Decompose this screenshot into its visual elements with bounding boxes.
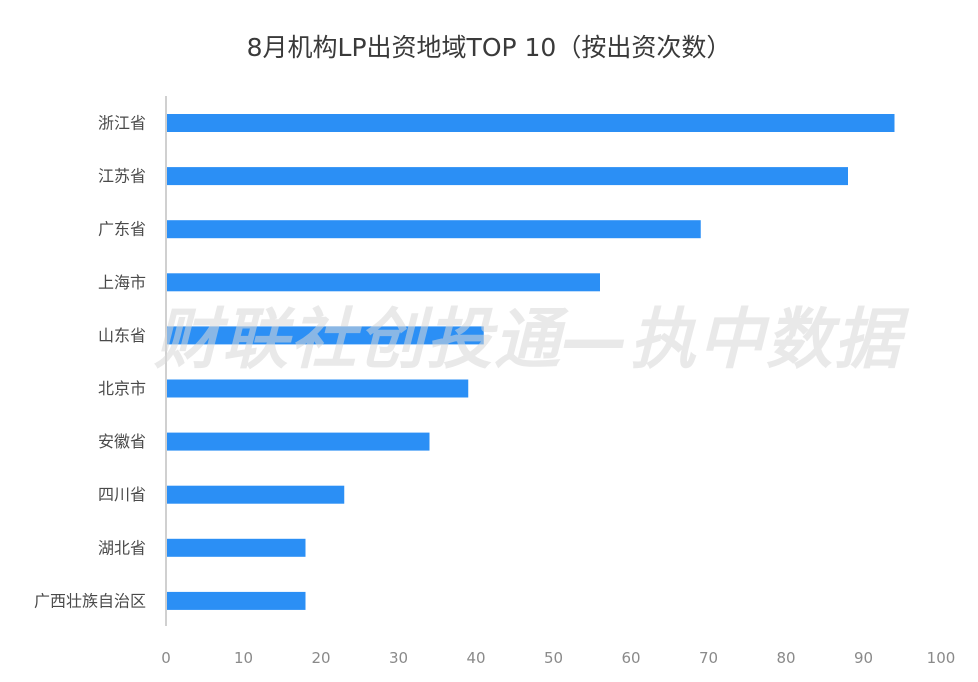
category-label-6: 安徽省 [98, 432, 146, 451]
category-label-0: 浙江省 [98, 114, 146, 133]
x-tick-label-10: 100 [927, 649, 956, 667]
category-label-4: 山东省 [98, 326, 146, 345]
bar-3 [166, 273, 600, 292]
x-tick-label-6: 60 [621, 649, 640, 667]
x-tick-label-8: 80 [776, 649, 795, 667]
x-tick-label-7: 70 [699, 649, 718, 667]
bar-1 [166, 167, 848, 186]
x-tick-labels: 0 10 20 30 40 50 60 70 80 90 100 [161, 649, 955, 667]
x-tick-label-1: 10 [234, 649, 253, 667]
bar-5 [166, 379, 469, 398]
x-tick-label-9: 90 [854, 649, 873, 667]
bars-layer [166, 114, 895, 610]
bar-2 [166, 220, 701, 239]
x-tick-label-4: 40 [466, 649, 485, 667]
x-tick-label-3: 30 [389, 649, 408, 667]
category-label-3: 上海市 [98, 273, 146, 292]
x-tick-label-0: 0 [161, 649, 171, 667]
x-tick-label-2: 20 [311, 649, 330, 667]
category-label-2: 广东省 [98, 220, 146, 239]
bar-0 [166, 114, 895, 132]
bar-9 [166, 591, 306, 610]
bar-8 [166, 538, 306, 557]
bar-4 [166, 326, 484, 345]
category-label-1: 江苏省 [98, 167, 146, 186]
watermark-text: 财联社创投通—执中数据 [154, 301, 910, 378]
x-tick-label-5: 50 [544, 649, 563, 667]
bar-6 [166, 432, 430, 451]
category-label-7: 四川省 [98, 485, 146, 504]
category-label-5: 北京市 [98, 379, 146, 398]
bar-7 [166, 485, 345, 504]
category-label-9: 广西壮族自治区 [34, 591, 146, 610]
category-label-8: 湖北省 [98, 538, 146, 557]
chart-title: 8月机构LP出资地域TOP 10（按出资次数） [246, 33, 732, 62]
